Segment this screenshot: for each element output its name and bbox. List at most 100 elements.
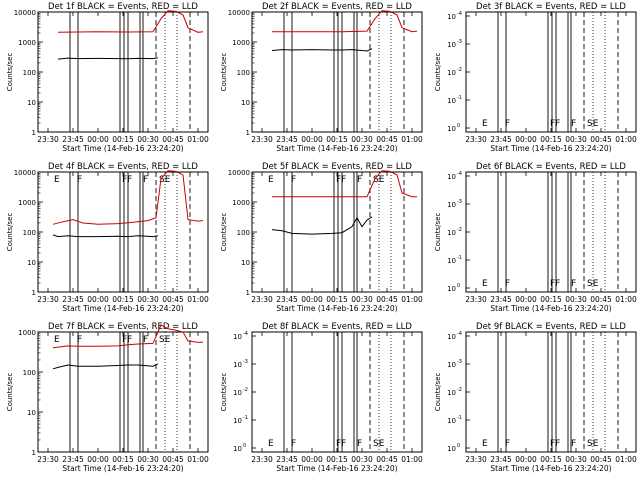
x-tick-label: 00:30 (351, 135, 373, 144)
y-tick-label: 10 (447, 13, 456, 21)
x-tick-label: 00:30 (351, 295, 373, 304)
plot-frame (465, 171, 637, 293)
y-tick-label: 10 (447, 97, 456, 105)
x-axis-label: Start Time (14-Feb-16 23:24:20) (276, 304, 397, 313)
x-tick-label: 00:45 (162, 295, 184, 304)
x-tick-label: 01:00 (615, 455, 637, 464)
y-axis-label: Counts/sec (6, 373, 14, 412)
x-tick-label: 00:15 (112, 295, 134, 304)
event-label: F (571, 279, 576, 289)
y-tick-label: 10 (27, 409, 36, 417)
x-tick-label: 01:00 (187, 455, 209, 464)
panel-title: Det 9f BLACK = Events, RED = LLD (476, 322, 626, 332)
event-label: FF (550, 279, 560, 289)
x-axis-label: Start Time (14-Feb-16 23:24:20) (490, 464, 611, 473)
y-tick-exponent: -1 (457, 95, 462, 101)
x-tick-label: 00:00 (87, 135, 109, 144)
x-tick-label: 23:30 (37, 455, 59, 464)
y-tick-label: 10 (447, 69, 456, 77)
x-tick-label: 23:30 (251, 455, 273, 464)
y-tick-label: 100 (23, 69, 36, 77)
plot-frame (37, 171, 209, 293)
x-tick-label: 23:45 (490, 135, 512, 144)
plot-frame (465, 331, 637, 453)
y-tick-label: 10000 (14, 169, 36, 177)
y-tick-exponent: 0 (457, 123, 460, 129)
event-label: SE (587, 439, 599, 449)
event-label: F (77, 335, 82, 345)
x-tick-label: 00:30 (565, 135, 587, 144)
x-tick-label: 23:30 (465, 135, 487, 144)
y-tick-label: 10 (233, 361, 242, 369)
y-tick-label: 10 (447, 417, 456, 425)
x-tick-label: 23:45 (62, 135, 84, 144)
y-tick-exponent: -1 (243, 415, 248, 421)
event-label: F (143, 335, 148, 345)
x-tick-label: 00:00 (301, 135, 323, 144)
y-tick-label: 10 (447, 229, 456, 237)
x-tick-label: 23:30 (37, 135, 59, 144)
x-tick-label: 23:30 (37, 295, 59, 304)
y-tick-exponent: 0 (457, 443, 460, 449)
panel-4: Det 4f BLACK = Events, RED = LLD Counts/s… (6, 162, 209, 313)
y-tick-exponent: -1 (457, 255, 462, 261)
x-axis-label: Start Time (14-Feb-16 23:24:20) (490, 304, 611, 313)
event-label: E (482, 439, 488, 449)
y-tick-exponent: -2 (457, 387, 462, 393)
series-line-events (271, 216, 373, 235)
panel-7: Det 7f BLACK = Events, RED = LLD Counts/s… (6, 322, 209, 473)
x-tick-label: 00:15 (540, 455, 562, 464)
x-tick-label: 00:15 (112, 135, 134, 144)
x-tick-label: 00:45 (376, 455, 398, 464)
y-tick-label: 1000 (232, 199, 250, 207)
y-tick-label: 100 (23, 229, 36, 237)
panel-title: Det 7f BLACK = Events, RED = LLD (48, 322, 198, 332)
panel-2: Det 2f BLACK = Events, RED = LLD Counts/s… (220, 2, 423, 153)
panel-title: Det 2f BLACK = Events, RED = LLD (262, 2, 412, 12)
event-label: SE (373, 439, 385, 449)
y-tick-label: 100 (237, 69, 250, 77)
x-tick-label: 23:45 (490, 295, 512, 304)
y-tick-label: 1000 (18, 329, 36, 337)
y-tick-exponent: -3 (457, 199, 462, 205)
x-tick-label: 23:45 (62, 295, 84, 304)
y-tick-label: 10000 (228, 169, 250, 177)
x-tick-label: 00:30 (137, 135, 159, 144)
y-tick-exponent: -3 (243, 359, 248, 365)
y-tick-label: 10 (447, 201, 456, 209)
y-tick-label: 10 (447, 333, 456, 341)
series-line-events (52, 234, 159, 238)
x-tick-label: 00:15 (326, 135, 348, 144)
event-label: FF (122, 335, 132, 345)
y-tick-exponent: -4 (457, 11, 462, 17)
series-line-events (271, 48, 373, 52)
panel-6: Det 6f BLACK = Events, RED = LLD Counts/s… (434, 162, 637, 313)
y-tick-label: 10 (241, 259, 250, 267)
x-tick-label: 00:15 (112, 455, 134, 464)
y-tick-label: 10 (447, 389, 456, 397)
event-label: E (54, 335, 60, 345)
series-line-events (57, 57, 159, 60)
x-tick-label: 00:00 (301, 455, 323, 464)
event-label: SE (587, 279, 599, 289)
x-tick-label: 23:45 (276, 135, 298, 144)
event-label: E (268, 175, 274, 185)
y-tick-label: 10 (447, 445, 456, 453)
y-tick-label: 1 (246, 289, 250, 297)
panel-5: Det 5f BLACK = Events, RED = LLD Counts/s… (220, 162, 423, 313)
event-label: FF (550, 439, 560, 449)
x-tick-label: 00:00 (515, 135, 537, 144)
y-axis-label: Counts/sec (220, 53, 228, 92)
event-label: F (357, 175, 362, 185)
y-tick-label: 10 (447, 257, 456, 265)
y-tick-exponent: -4 (243, 331, 248, 337)
panel-8: Det 8f BLACK = Events, RED = LLD Counts/s… (220, 322, 423, 473)
event-label: SE (159, 175, 171, 185)
y-tick-label: 10000 (14, 9, 36, 17)
panel-title: Det 5f BLACK = Events, RED = LLD (262, 162, 412, 172)
x-tick-label: 01:00 (187, 295, 209, 304)
event-label: F (77, 175, 82, 185)
event-label: E (54, 175, 60, 185)
y-tick-exponent: -1 (457, 415, 462, 421)
